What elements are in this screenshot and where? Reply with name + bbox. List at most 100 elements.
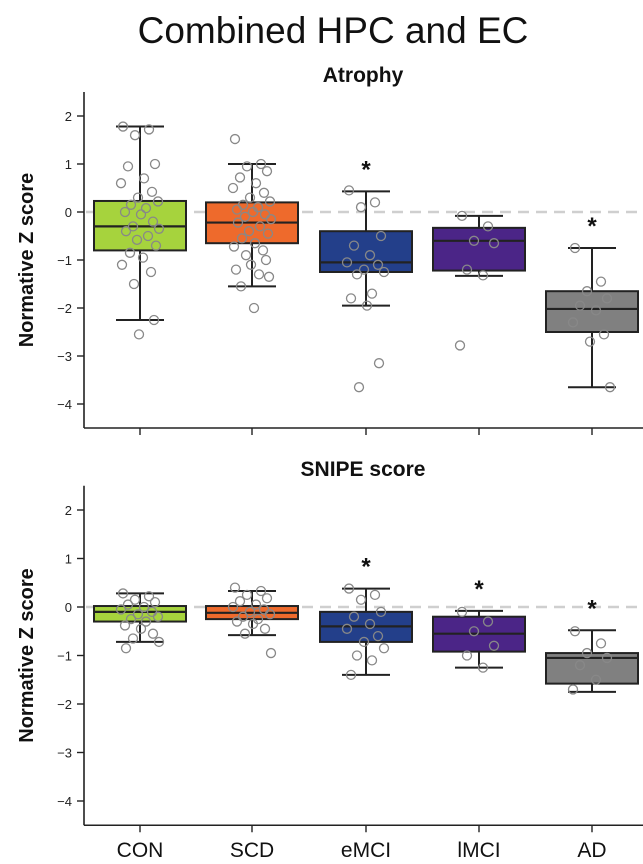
data-point [454,340,466,351]
significance-marker: * [587,595,597,622]
data-point [461,264,473,275]
data-point [569,242,581,254]
data-point [259,623,271,634]
data-point [115,178,127,189]
data-point [369,589,381,601]
data-point [598,329,610,340]
data-point [231,616,243,627]
panel-title: SNIPE score [301,458,426,481]
data-point [378,643,390,654]
data-point [372,259,384,270]
data-point [143,591,155,602]
data-point [482,616,494,627]
data-point [147,628,159,639]
data-point [145,266,157,278]
panel-snipe-score: SNIPE score Normative Z score −4 −3 −2 −1 0 1 2 *… [16,458,643,833]
data-point [147,216,159,227]
data-point [369,197,381,208]
data-point [149,597,161,608]
significance-marker: * [474,576,484,603]
data-point [245,259,257,270]
data-point [574,300,586,311]
data-point [125,613,137,625]
panel-atrophy: Atrophy Normative Z score −4 −3 −2 −1 0 1 2 * * [16,64,643,435]
y-tick-label: 1 [65,552,72,567]
data-point [250,599,262,610]
y-tick-label: −1 [57,253,72,268]
data-point [229,133,241,145]
y-tick-label: 0 [65,600,72,615]
data-point [595,276,607,287]
data-point [239,628,251,639]
data-point [456,606,468,617]
data-point [601,652,613,664]
x-tick-label-ad: AD [577,839,606,862]
data-point [355,202,367,213]
data-point [366,288,378,299]
data-point [257,245,269,256]
data-point [131,234,143,245]
data-point [456,210,468,221]
data-point [364,618,376,630]
y-tick-label: −4 [57,397,72,412]
data-point [140,203,152,214]
data-point [249,238,261,249]
data-point [137,252,149,263]
data-point [263,271,275,282]
data-point [345,293,357,304]
data-point [604,382,616,393]
box-con [93,121,187,340]
data-point [235,281,247,292]
data-point [125,199,137,210]
data-point [477,662,489,673]
figure-title: Combined HPC and EC [138,10,529,51]
data-point [120,226,132,237]
box-lmci [432,210,526,351]
data-point [581,647,593,659]
data-point [248,302,260,314]
data-point [138,173,150,184]
data-point [477,270,489,281]
data-point [149,158,161,170]
y-axis-label: Normative Z score [16,568,38,743]
box-ad: * [545,213,639,393]
data-point [378,266,390,278]
data-point [228,241,240,252]
y-tick-label: 0 [65,205,72,220]
y-tick-label: 1 [65,157,72,172]
data-point [128,278,140,290]
data-point [150,240,162,251]
data-point [135,623,147,634]
data-point [152,611,164,622]
data-point [348,240,360,251]
data-point [231,204,243,215]
data-point [569,626,581,637]
data-point [122,161,134,172]
data-point [260,254,272,266]
data-point [153,223,165,234]
data-point [236,233,248,244]
data-point [153,636,165,648]
y-tick-label: −4 [57,794,72,809]
data-point [247,618,259,630]
data-point [595,638,607,649]
data-point [241,589,253,601]
y-tick-label: 2 [65,109,72,124]
significance-marker: * [361,156,371,183]
data-point [253,269,265,280]
data-point [133,329,145,340]
data-point [116,259,128,270]
data-point [358,264,370,275]
data-point [117,588,129,599]
data-point [364,250,376,261]
data-point [229,582,241,593]
x-tick-label-lmci: lMCI [457,839,500,862]
data-point [119,206,131,218]
data-point [358,636,370,648]
x-tick-label-emci: eMCI [341,839,391,862]
data-point [232,217,244,228]
data-point [343,583,355,594]
data-point [117,121,129,132]
data-point [590,305,602,316]
data-point [601,293,613,304]
